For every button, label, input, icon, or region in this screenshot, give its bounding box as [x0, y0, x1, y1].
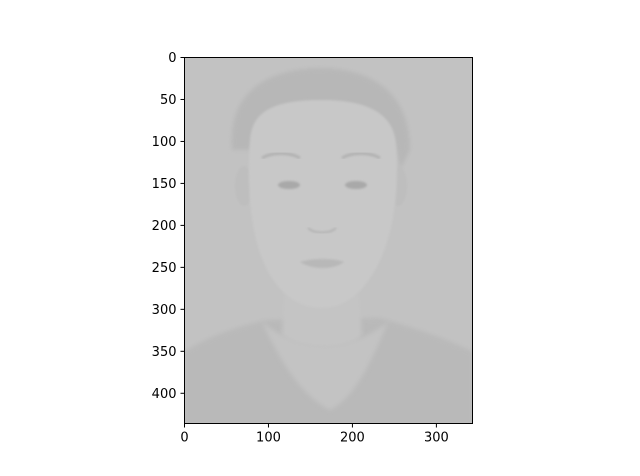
x-tick-label: 300: [424, 431, 449, 446]
face: [248, 100, 397, 308]
left-eye: [278, 181, 300, 189]
x-tick-label: 200: [340, 431, 365, 446]
y-tick-label: 400: [152, 387, 177, 402]
axes-frame: [184, 57, 473, 424]
x-tick-label: 0: [180, 431, 188, 446]
left-ear: [235, 166, 253, 206]
right-eye: [345, 181, 367, 189]
y-tick-label: 350: [152, 345, 177, 360]
y-tick-label: 0: [168, 51, 176, 66]
x-axis: 0 100 200 300: [180, 423, 449, 446]
collar-area: [262, 322, 388, 410]
y-axis: 0 50 100 150 200 250 300 350 400: [152, 51, 185, 402]
left-eyebrow: [261, 152, 301, 160]
y-tick-label: 300: [152, 303, 177, 318]
nose: [307, 227, 337, 234]
hair: [231, 68, 410, 170]
y-tick-label: 250: [152, 261, 177, 276]
y-tick-label: 200: [152, 219, 177, 234]
mouth: [300, 259, 344, 268]
portrait-image: [184, 57, 473, 424]
y-tick-label: 150: [152, 177, 177, 192]
right-eyebrow: [341, 152, 381, 160]
y-tick-label: 100: [152, 135, 177, 150]
y-tick-label: 50: [160, 93, 177, 108]
x-tick-label: 100: [256, 431, 281, 446]
